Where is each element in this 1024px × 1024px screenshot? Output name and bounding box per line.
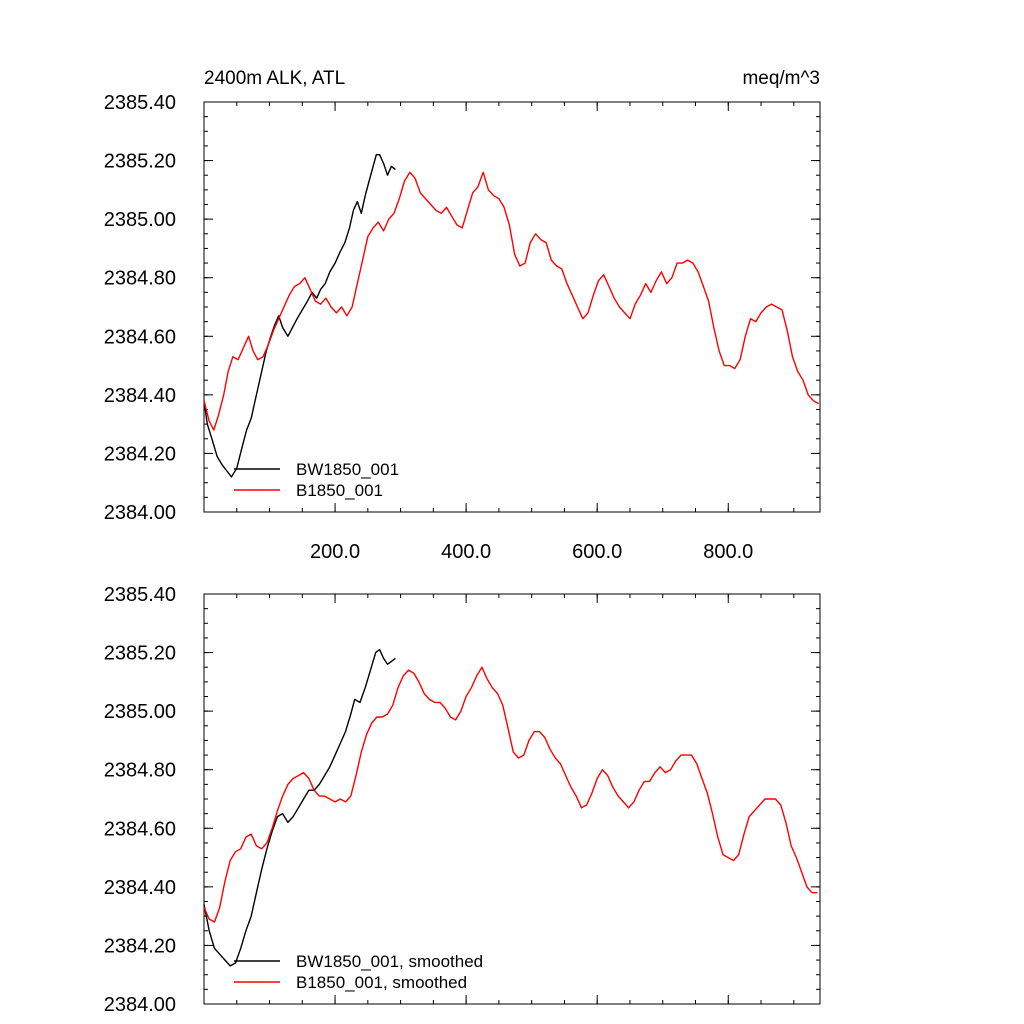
y-tick-label: 2385.00 <box>104 701 176 723</box>
chart-title: 2400m ALK, ATL <box>204 68 345 89</box>
y-tick-label: 2384.60 <box>104 326 176 348</box>
y-tick-label: 2384.60 <box>104 818 176 840</box>
legend-label: B1850_001 <box>296 481 383 500</box>
y-tick-label: 2384.00 <box>104 502 176 524</box>
y-tick-label: 2385.00 <box>104 209 176 231</box>
x-tick-label: 200.0 <box>310 541 360 563</box>
legend-label: BW1850_001 <box>296 460 399 479</box>
y-tick-label: 2385.40 <box>104 92 176 114</box>
y-tick-label: 2384.20 <box>104 443 176 465</box>
y-tick-label: 2385.20 <box>104 643 176 665</box>
series-line-bw1850 <box>203 153 396 478</box>
series-line-bw1850 <box>203 648 396 967</box>
y-tick-label: 2384.80 <box>104 760 176 782</box>
plot-frame <box>203 593 821 1005</box>
series-line-b1850 <box>203 171 820 431</box>
series-line-b1850 <box>203 666 818 923</box>
y-tick-label: 2384.80 <box>104 268 176 290</box>
x-tick-label: 600.0 <box>572 541 622 563</box>
x-tick-label: 800.0 <box>703 541 753 563</box>
y-tick-label: 2385.20 <box>104 151 176 173</box>
units-label: meq/m^3 <box>742 68 820 89</box>
y-tick-label: 2384.40 <box>104 877 176 899</box>
y-tick-label: 2384.20 <box>104 935 176 957</box>
legend-label: BW1850_001, smoothed <box>296 952 483 971</box>
y-tick-label: 2384.00 <box>104 994 176 1016</box>
top-chart-marks: 2384.00 2384.20 2384.40 2384.60 2384.80 2385.… <box>104 92 821 563</box>
y-tick-label: 2385.40 <box>104 584 176 606</box>
x-tick-label: 400.0 <box>441 541 491 563</box>
plot-frame <box>203 101 821 513</box>
bottom-chart-marks: 2384.00 2384.20 2384.40 2384.60 2384.80 2385.… <box>104 584 821 1016</box>
legend-label: B1850_001, smoothed <box>296 973 467 992</box>
y-tick-label: 2384.40 <box>104 385 176 407</box>
top-chart-panel: 2400m ALK, ATL meq/m^3 2384.002384.20238… <box>104 68 821 563</box>
bottom-chart-panel: 2384.00 2384.20 2384.40 2384.60 2384.80 2385.… <box>104 584 821 1016</box>
